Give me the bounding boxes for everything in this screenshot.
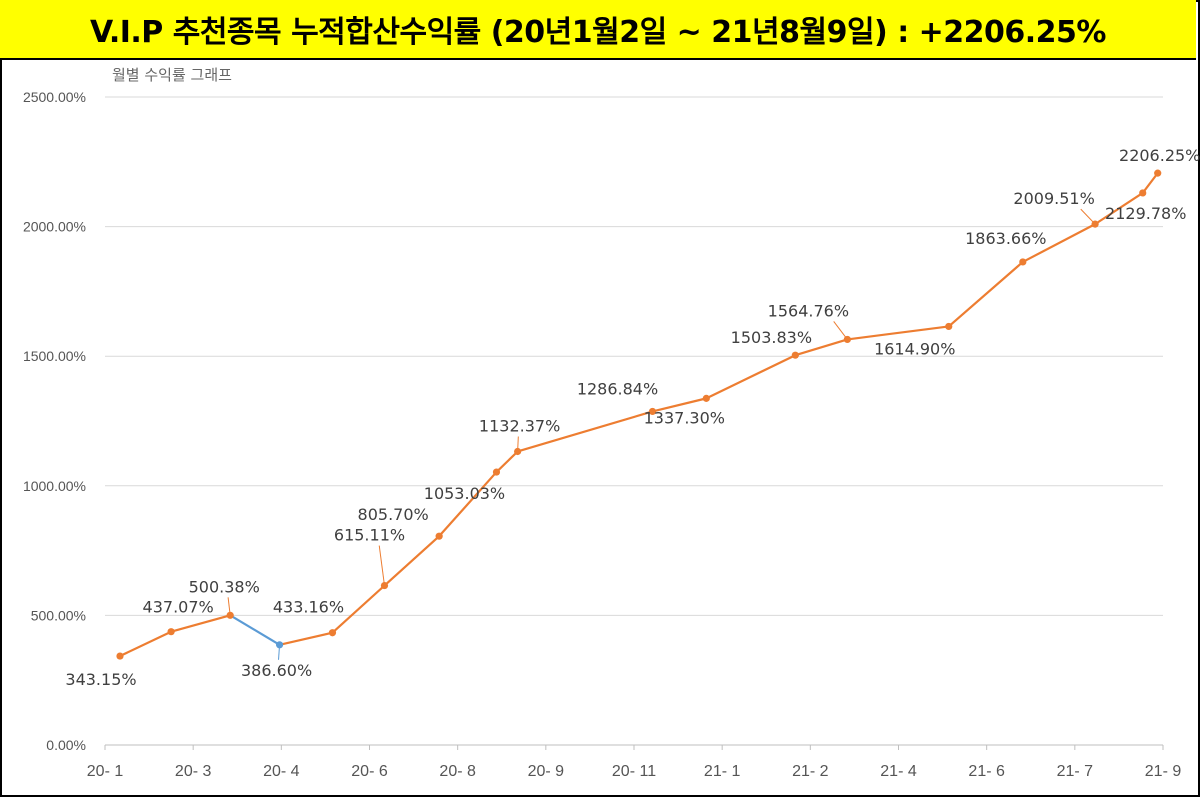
y-axis-ticks: 0.00% 500.00% 1000.00% 1500.00% 2000.00% 2500… [23,89,86,753]
y-tick-label: 500.00% [31,607,86,623]
series-segment [170,614,232,633]
data-point [702,394,710,402]
series-segment [1141,172,1159,195]
series-segment [1094,191,1144,226]
series-segment [947,260,1024,328]
data-point [275,641,284,649]
data-label: 2009.51% [1013,189,1094,208]
y-tick-label: 2000.00% [23,219,86,235]
data-point [1139,189,1147,197]
x-tick-label: 21- 1 [704,763,741,780]
label-leader [833,321,848,340]
data-label: 343.15% [65,670,136,689]
data-point [435,532,443,540]
x-tick-label: 20- 4 [263,763,300,780]
x-tick-label: 20- 3 [175,763,212,780]
series-segment [118,630,173,658]
series-segment [229,614,281,646]
series-segment [846,325,950,341]
x-tick-label: 20- 11 [612,763,656,780]
x-axis-ticks: 20- 1 20- 3 20- 4 20- 6 20- 8 20- 9 20- 11 21- … [87,763,1182,780]
data-point [226,611,234,619]
series-segment [651,397,708,413]
data-label: 1503.83% [731,328,812,347]
data-labels: 343.15% 437.07% 500.38% 386.60% 433.16% 615.1… [65,146,1200,689]
data-label: 2206.25% [1119,146,1200,165]
x-tick-label: 20- 6 [351,763,388,780]
series-segment [516,410,654,453]
x-tick-label: 21- 7 [1057,763,1094,780]
x-tick-label: 21- 9 [1145,763,1182,780]
data-label: 1053.03% [424,484,505,503]
page-title-banner: V.I.P 추천종목 누적합산수익률 (20년1월2일 ~ 21년8월9일) :… [0,0,1196,60]
x-tick-label: 20- 1 [87,763,124,780]
series-segment [1021,223,1097,264]
series-line [118,172,1159,658]
data-point [328,629,337,637]
data-label: 386.60% [241,661,312,680]
data-point [492,468,501,476]
data-label: 1564.76% [768,301,849,320]
x-tick-label: 21- 4 [880,763,917,780]
x-tick-label: 20- 8 [439,763,476,780]
data-points [116,169,1162,660]
page-title: V.I.P 추천종목 누적합산수익률 (20년1월2일 ~ 21년8월9일) :… [90,15,1107,50]
data-label: 1132.37% [479,416,560,435]
data-point [167,628,175,636]
data-point [945,322,953,331]
data-label: 1286.84% [577,379,658,398]
label-leaders [227,208,1096,660]
data-point [514,447,522,456]
data-label: 2129.78% [1105,204,1186,223]
series-segment [794,338,849,357]
data-label: 1863.66% [965,229,1046,248]
y-tick-label: 1000.00% [23,478,86,494]
series-segment [705,354,797,400]
chart-subtitle: 월별 수익률 그래프 [112,66,232,84]
x-tick-label: 21- 6 [968,763,1005,780]
data-point [116,652,124,660]
series-segment [278,631,334,646]
series-segment [495,450,519,474]
y-tick-label: 2500.00% [23,89,86,105]
data-point [791,351,799,359]
data-label: 615.11% [334,526,405,545]
series-segment [383,535,441,587]
data-label: 437.07% [143,598,214,617]
data-point [1019,258,1027,266]
data-point [843,335,851,344]
data-point [648,407,657,416]
series-segment [331,584,386,634]
y-tick-label: 0.00% [46,737,86,753]
data-point [380,581,389,590]
data-label: 1614.90% [874,339,955,358]
label-leader [378,545,385,586]
data-label: 433.16% [273,598,344,617]
data-point [1154,169,1162,177]
data-label: 805.70% [358,505,429,524]
data-point [1091,220,1099,228]
series-segment [438,470,498,538]
gridlines [104,96,1164,750]
data-label: 1337.30% [644,408,725,427]
x-tick-label: 20- 9 [528,763,565,780]
y-tick-label: 1500.00% [23,348,86,364]
x-tick-label: 21- 2 [792,763,829,780]
data-label: 500.38% [189,577,260,596]
